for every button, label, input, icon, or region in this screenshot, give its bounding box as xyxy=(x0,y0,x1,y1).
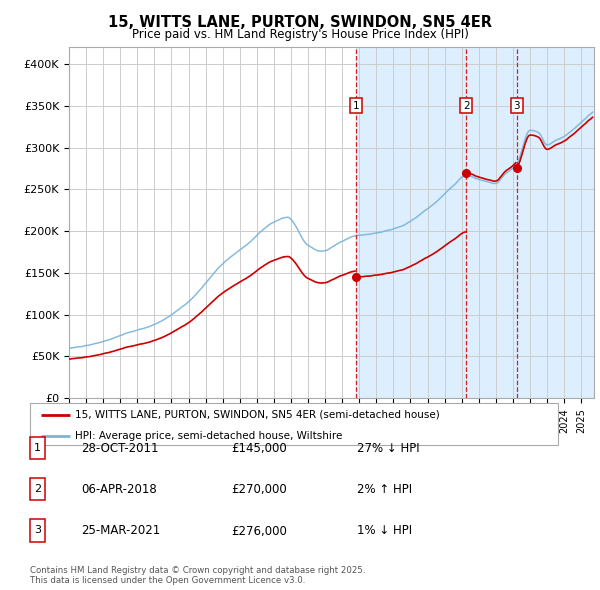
Text: 2% ↑ HPI: 2% ↑ HPI xyxy=(357,483,412,496)
FancyBboxPatch shape xyxy=(29,519,45,542)
Bar xyxy=(356,47,600,398)
FancyBboxPatch shape xyxy=(30,403,558,445)
Text: Price paid vs. HM Land Registry's House Price Index (HPI): Price paid vs. HM Land Registry's House … xyxy=(131,28,469,41)
FancyBboxPatch shape xyxy=(29,437,45,459)
Text: £276,000: £276,000 xyxy=(231,525,287,537)
Text: £270,000: £270,000 xyxy=(231,483,287,496)
Text: 3: 3 xyxy=(514,101,520,111)
Text: 1% ↓ HPI: 1% ↓ HPI xyxy=(357,525,412,537)
Text: HPI: Average price, semi-detached house, Wiltshire: HPI: Average price, semi-detached house,… xyxy=(75,431,342,441)
Text: 25-MAR-2021: 25-MAR-2021 xyxy=(81,525,160,537)
Text: 1: 1 xyxy=(34,443,41,453)
Text: 1: 1 xyxy=(353,101,359,111)
Text: 3: 3 xyxy=(34,526,41,535)
Text: 2: 2 xyxy=(463,101,470,111)
Text: 15, WITTS LANE, PURTON, SWINDON, SN5 4ER: 15, WITTS LANE, PURTON, SWINDON, SN5 4ER xyxy=(108,15,492,30)
Text: 28-OCT-2011: 28-OCT-2011 xyxy=(81,442,158,455)
Text: 27% ↓ HPI: 27% ↓ HPI xyxy=(357,442,419,455)
Text: 15, WITTS LANE, PURTON, SWINDON, SN5 4ER (semi-detached house): 15, WITTS LANE, PURTON, SWINDON, SN5 4ER… xyxy=(75,410,440,420)
FancyBboxPatch shape xyxy=(29,478,45,500)
Text: 06-APR-2018: 06-APR-2018 xyxy=(81,483,157,496)
Text: Contains HM Land Registry data © Crown copyright and database right 2025.
This d: Contains HM Land Registry data © Crown c… xyxy=(30,566,365,585)
Text: £145,000: £145,000 xyxy=(231,442,287,455)
Text: 2: 2 xyxy=(34,484,41,494)
